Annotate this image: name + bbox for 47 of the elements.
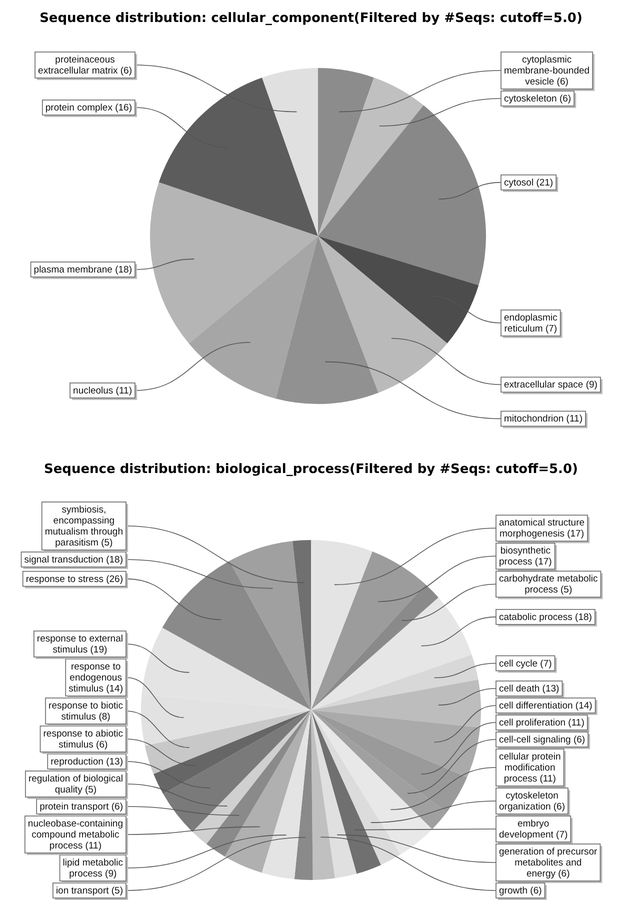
- pie-slice: [262, 68, 318, 236]
- slice-label: endoplasmic reticulum (7): [504, 312, 558, 334]
- chart-title: Sequence distribution: biological_process(Filtered by #Seqs: cutoff=5.0): [44, 462, 578, 477]
- slice-label: plasma membrane (18): [34, 264, 132, 276]
- pie-slice: [311, 680, 481, 728]
- slice-label: protein transport (6): [40, 802, 123, 812]
- slice-label: response to endogenous stimulus (14): [68, 662, 123, 694]
- slice-label: catabolic process (18): [499, 612, 592, 623]
- slice-label: regulation of biological quality (5): [28, 774, 123, 796]
- slice-label: protein complex (16): [45, 102, 132, 114]
- pie-slice: [188, 236, 318, 399]
- slice-label: biosynthetic process (17): [499, 546, 552, 568]
- slice-label: reproduction (13): [50, 756, 123, 768]
- slice-label: growth (6): [499, 886, 542, 896]
- slice-label: response to abiotic stimulus (6): [43, 728, 124, 750]
- slice-label: cell differentiation (14): [499, 700, 592, 712]
- slice-label: extracellular space (9): [504, 380, 598, 391]
- slice-label: generation of precursor metabolites and energy (6): [499, 846, 598, 880]
- pie-slice: [163, 710, 311, 832]
- slice-label: embryo development (7): [499, 818, 568, 840]
- slice-label: cytoskeleton organization (6): [499, 790, 566, 812]
- slice-label: response to stress (26): [26, 574, 123, 585]
- slice-label: anatomical structure morphogenesis (17): [499, 518, 585, 540]
- slice-label: nucleobase-containing compound metabolic process (11): [28, 818, 123, 852]
- slice-label: proteinaceous extracellular matrix (6): [38, 54, 132, 76]
- slice-label: cell cycle (7): [499, 658, 552, 670]
- slice-label: cytoskeleton (6): [504, 94, 572, 104]
- slice-label: cell-cell signaling (6): [499, 734, 586, 746]
- slice-label: cell proliferation (11): [499, 718, 584, 728]
- pie-slice: [311, 710, 335, 880]
- slice-label: response to external stimulus (19): [36, 634, 123, 656]
- pie-slice: [158, 78, 318, 236]
- pie-slice: [292, 540, 311, 710]
- slice-label: nucleolus (11): [73, 385, 132, 396]
- slice-label: carbohydrate metabolic process (5): [499, 574, 598, 596]
- slice-label: symbiosis, encompassing mutualism through parasitism (5): [44, 504, 123, 548]
- slice-label: response to biotic stimulus (8): [48, 700, 124, 722]
- slice-label: cell death (13): [499, 684, 560, 694]
- slice-label: mitochondrion (11): [504, 414, 583, 425]
- slice-label: cytoplasmic membrane-bounded vesicle (6): [504, 54, 590, 88]
- slice-label: cytosol (21): [504, 177, 554, 188]
- slice-label: lipid metabolic process (9): [62, 858, 124, 880]
- pie-slice: [318, 236, 479, 344]
- slice-label: signal transduction (18): [24, 554, 123, 566]
- slice-label: ion transport (5): [56, 886, 123, 896]
- chart-title: Sequence distribution: cellular_component(Filtered by #Seqs: cutoff=5.0): [40, 11, 582, 26]
- slice-label: cellular protein modification process (11): [499, 752, 561, 784]
